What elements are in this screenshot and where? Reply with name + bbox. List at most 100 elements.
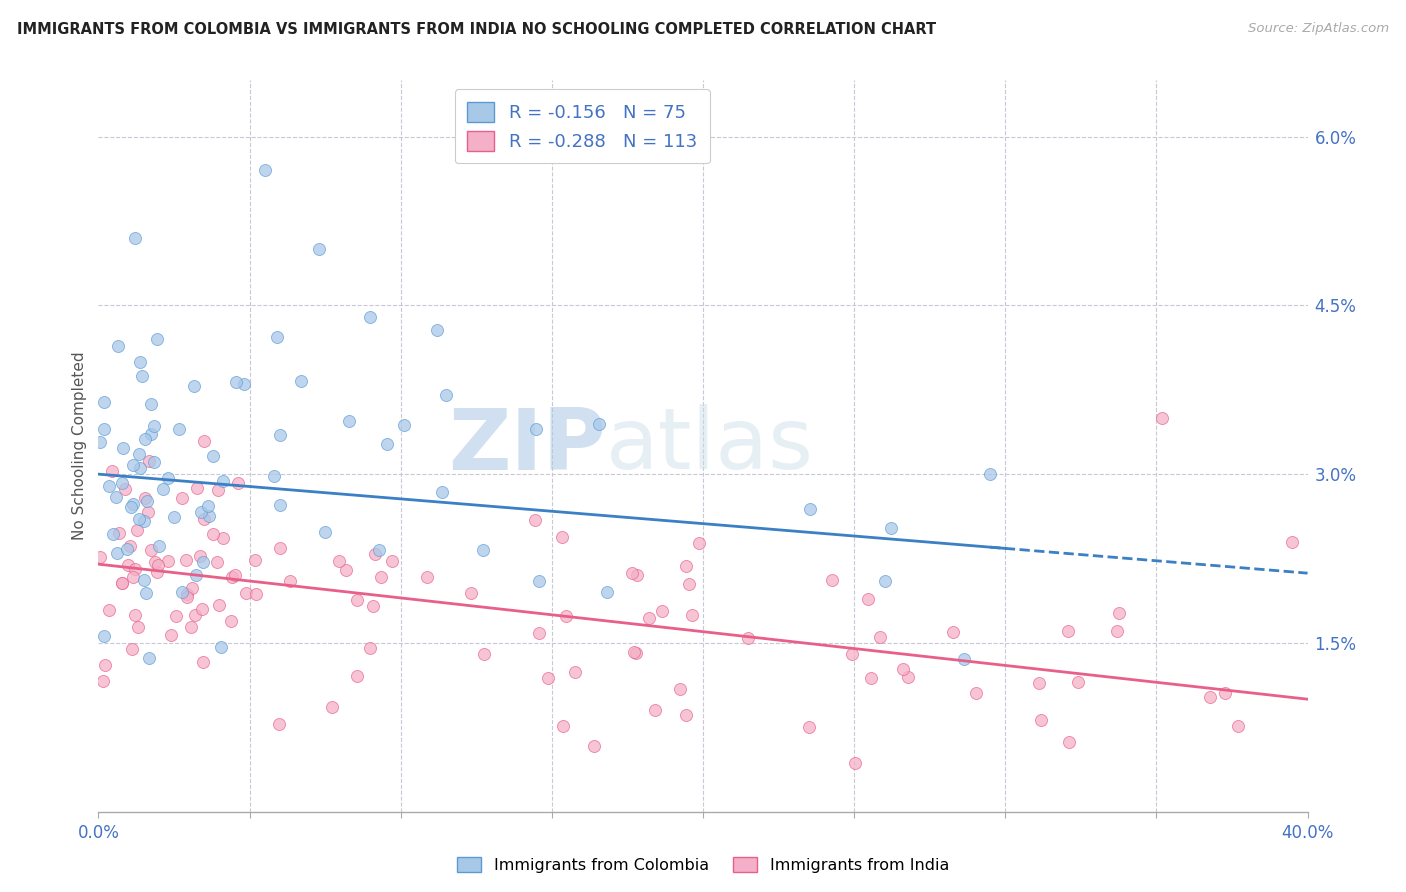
Point (626, 567, 648, 582)
Point (1198, 690, 1220, 704)
Point (965, 685, 987, 699)
Point (979, 467, 1001, 482)
Point (799, 502, 821, 516)
Point (93, 422, 115, 436)
Point (471, 542, 494, 557)
Point (266, 330, 288, 344)
Point (460, 586, 482, 600)
Point (269, 499, 291, 513)
Point (553, 719, 575, 733)
Point (278, 574, 301, 588)
Point (235, 586, 257, 600)
Point (681, 607, 703, 622)
Point (97, 603, 120, 617)
Point (180, 582, 202, 596)
Point (314, 524, 336, 539)
Point (1215, 686, 1237, 700)
Point (128, 512, 150, 526)
Point (117, 558, 139, 573)
Point (139, 543, 162, 558)
Point (202, 527, 225, 541)
Point (122, 570, 145, 584)
Point (426, 323, 449, 337)
Point (148, 539, 170, 553)
Point (253, 163, 276, 178)
Point (290, 374, 312, 388)
Point (472, 647, 495, 661)
Point (184, 567, 207, 582)
Point (644, 703, 666, 717)
Point (859, 671, 882, 685)
Point (582, 739, 605, 753)
Point (111, 575, 134, 590)
Point (139, 397, 162, 411)
Point (337, 414, 360, 428)
Point (1107, 624, 1129, 639)
Point (208, 599, 231, 613)
Point (136, 504, 159, 518)
Point (675, 558, 697, 573)
Point (620, 566, 643, 580)
Point (638, 611, 661, 625)
Point (145, 565, 167, 579)
Point (211, 474, 233, 488)
Point (135, 586, 157, 600)
Point (623, 645, 645, 659)
Point (595, 584, 617, 599)
Point (527, 625, 550, 640)
Point (193, 434, 215, 448)
Point (124, 561, 146, 575)
Point (207, 483, 229, 497)
Point (128, 355, 150, 369)
Point (128, 447, 150, 461)
Point (527, 574, 550, 588)
Point (132, 574, 155, 588)
Point (124, 607, 146, 622)
Text: atlas: atlas (606, 404, 814, 488)
Point (524, 421, 547, 435)
Point (176, 587, 198, 601)
Point (232, 377, 254, 392)
Point (103, 527, 125, 541)
Point (678, 577, 700, 591)
Point (416, 569, 439, 583)
Legend: Immigrants from Colombia, Immigrants from India: Immigrants from Colombia, Immigrants fro… (451, 851, 955, 880)
Point (269, 716, 291, 731)
Point (156, 471, 179, 485)
Point (105, 546, 128, 560)
Point (89, 434, 111, 449)
Point (737, 631, 759, 645)
Point (1028, 676, 1050, 690)
Point (176, 590, 198, 604)
Point (163, 509, 186, 524)
Point (588, 417, 610, 431)
Point (94, 657, 117, 672)
Point (143, 418, 166, 433)
Point (1226, 719, 1249, 733)
Point (122, 458, 145, 473)
Point (174, 553, 197, 567)
Point (89, 550, 111, 565)
Point (101, 465, 124, 479)
Point (1056, 624, 1078, 639)
Point (880, 521, 903, 535)
Point (942, 625, 965, 640)
Point (225, 375, 247, 389)
Point (228, 475, 250, 490)
Point (346, 669, 368, 683)
Point (115, 541, 138, 556)
Point (107, 339, 129, 353)
Point (172, 491, 194, 505)
Point (897, 670, 920, 684)
Point (224, 568, 246, 582)
Point (108, 526, 131, 541)
Point (269, 541, 291, 555)
Point (844, 756, 866, 771)
Point (91, 673, 114, 688)
Point (368, 543, 391, 558)
Point (136, 494, 159, 508)
Point (1152, 410, 1174, 425)
Point (821, 573, 844, 587)
Point (263, 469, 285, 483)
Point (335, 563, 357, 577)
